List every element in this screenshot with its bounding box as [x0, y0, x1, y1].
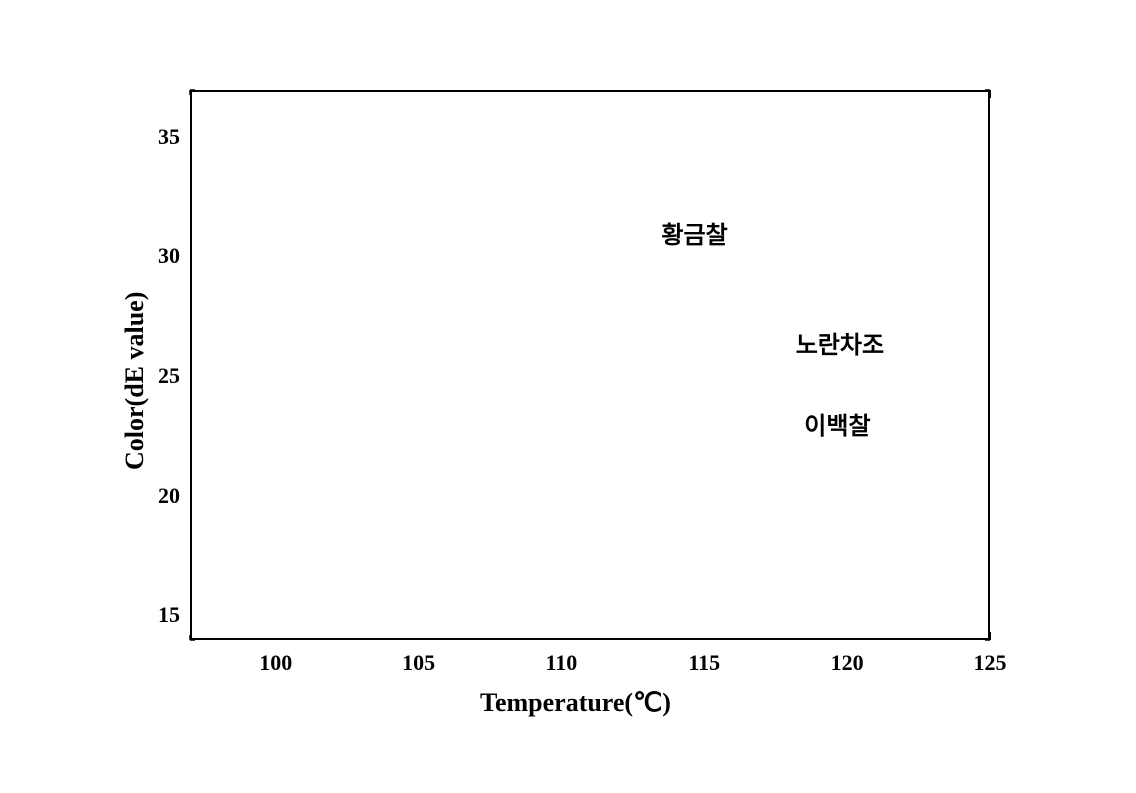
chart-container: Color(dE value) Temperature(℃) 100105110… — [0, 0, 1136, 793]
y-tick-label: 20 — [145, 483, 180, 509]
plot-area — [190, 90, 990, 640]
x-axis-label: Temperature(℃) — [480, 688, 671, 718]
x-tick-label: 110 — [541, 650, 581, 676]
x-tick-label: 125 — [970, 650, 1010, 676]
x-tick-label: 120 — [827, 650, 867, 676]
series-label-이백찰: 이백찰 — [804, 406, 870, 441]
x-tick-label: 100 — [256, 650, 296, 676]
y-tick-label: 35 — [145, 124, 180, 150]
series-label-노란차조: 노란차조 — [796, 325, 884, 360]
series-label-황금찰: 황금찰 — [661, 215, 727, 250]
x-tick-label: 105 — [399, 650, 439, 676]
y-tick-label: 15 — [145, 602, 180, 628]
y-tick-label: 30 — [145, 243, 180, 269]
y-tick-label: 25 — [145, 363, 180, 389]
x-tick-label: 115 — [684, 650, 724, 676]
